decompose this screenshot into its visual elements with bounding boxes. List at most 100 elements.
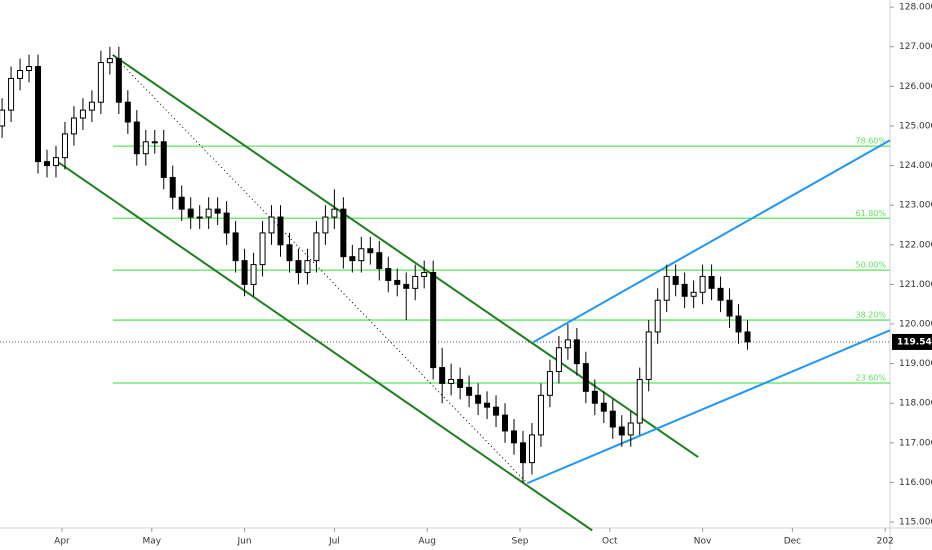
candle-body <box>26 66 33 72</box>
candle-body <box>519 442 526 464</box>
candle-body <box>151 141 158 144</box>
y-tick-label: 122.000 <box>899 240 932 250</box>
candle-body <box>484 402 491 408</box>
candle-body <box>223 212 230 234</box>
candle-body <box>555 347 562 373</box>
y-tick-label: 119.000 <box>899 359 932 369</box>
fib-label: 38.20% <box>855 311 886 320</box>
candle-body <box>690 291 697 297</box>
candle-body <box>241 260 248 285</box>
candle-body <box>124 101 131 123</box>
candle-body <box>627 422 634 436</box>
x-tick-label: Nov <box>694 537 712 547</box>
trendline <box>112 54 528 484</box>
candle-body <box>0 109 6 127</box>
fib-label: 23.60% <box>855 374 886 383</box>
candle-body <box>8 77 15 111</box>
candle-body <box>79 109 86 119</box>
candle-body <box>681 283 688 297</box>
candle-body <box>502 414 509 432</box>
candle-body <box>70 117 77 135</box>
candle-body <box>726 299 733 317</box>
candle-body <box>196 216 203 219</box>
x-tick-label: Sep <box>512 537 529 547</box>
y-tick-label: 120.000 <box>899 320 932 330</box>
trendline <box>526 329 891 485</box>
candle-body <box>573 339 580 365</box>
candle-body <box>609 410 616 428</box>
candle-body <box>142 141 149 155</box>
candle-body <box>88 101 95 111</box>
candle-body <box>735 315 742 333</box>
candle-body <box>52 157 59 167</box>
candle-body <box>115 58 122 103</box>
candle-body <box>699 275 706 293</box>
candle-body <box>385 268 392 281</box>
candle-body <box>286 244 293 262</box>
candle-body <box>178 196 185 210</box>
candle-body <box>511 430 518 444</box>
y-tick-label: 116.000 <box>899 478 932 488</box>
candle-body <box>43 161 50 167</box>
candle-body <box>232 232 239 262</box>
candle-body <box>160 141 167 178</box>
candle-body <box>214 208 221 214</box>
y-tick-label: 128.000 <box>899 3 932 13</box>
candle-body <box>277 216 284 246</box>
fib-label: 50.00% <box>855 261 886 270</box>
x-tick-label: 202 <box>877 537 894 547</box>
candle-body <box>169 176 176 198</box>
candle-body <box>439 367 446 384</box>
last-price-box <box>892 333 932 350</box>
x-tick-label: Aug <box>418 537 436 547</box>
candle-body <box>546 371 553 396</box>
candle-body <box>349 256 356 262</box>
candle-body <box>367 248 374 254</box>
candle-body <box>35 66 42 163</box>
candle-body <box>457 378 464 388</box>
candle-body <box>537 394 544 436</box>
y-tick-label: 118.000 <box>899 399 932 409</box>
y-tick-label: 121.000 <box>899 280 932 290</box>
candle-body <box>493 406 500 416</box>
last-price-label: 119.547 <box>897 337 932 347</box>
candle-body <box>717 287 724 301</box>
fib-label: 61.80% <box>855 209 886 218</box>
candle-body <box>97 62 104 103</box>
trendline <box>54 159 593 532</box>
candle-body <box>744 331 751 343</box>
y-tick-label: 126.000 <box>899 82 932 92</box>
x-tick-label: Jul <box>328 537 340 547</box>
candle-body <box>636 378 643 424</box>
candle-body <box>528 434 535 464</box>
candle-body <box>475 394 482 404</box>
candle-body <box>322 216 329 234</box>
candle-body <box>466 386 473 396</box>
candle-body <box>448 378 455 384</box>
candle-body <box>645 331 652 380</box>
trendline <box>532 139 891 344</box>
candle-body <box>663 275 670 301</box>
trendline <box>112 54 699 458</box>
fib-label: 78.60% <box>855 137 886 146</box>
y-tick-label: 117.000 <box>899 438 932 448</box>
candle-body <box>376 252 383 270</box>
candle-body <box>250 264 257 285</box>
candle-body <box>295 260 302 274</box>
x-tick-label: May <box>142 537 161 547</box>
x-tick-label: Jun <box>237 537 252 547</box>
y-tick-label: 125.000 <box>899 121 932 131</box>
candle-body <box>618 426 625 436</box>
candle-body <box>259 232 266 266</box>
candle-body <box>268 216 275 234</box>
candle-body <box>412 275 419 289</box>
candle-body <box>403 283 410 289</box>
candle-body <box>187 208 194 218</box>
candle-body <box>17 70 24 79</box>
candle-body <box>313 232 320 262</box>
candle-body <box>304 260 311 274</box>
candle-body <box>564 339 571 349</box>
x-tick-label: Oct <box>602 537 618 547</box>
candle-body <box>394 279 401 285</box>
